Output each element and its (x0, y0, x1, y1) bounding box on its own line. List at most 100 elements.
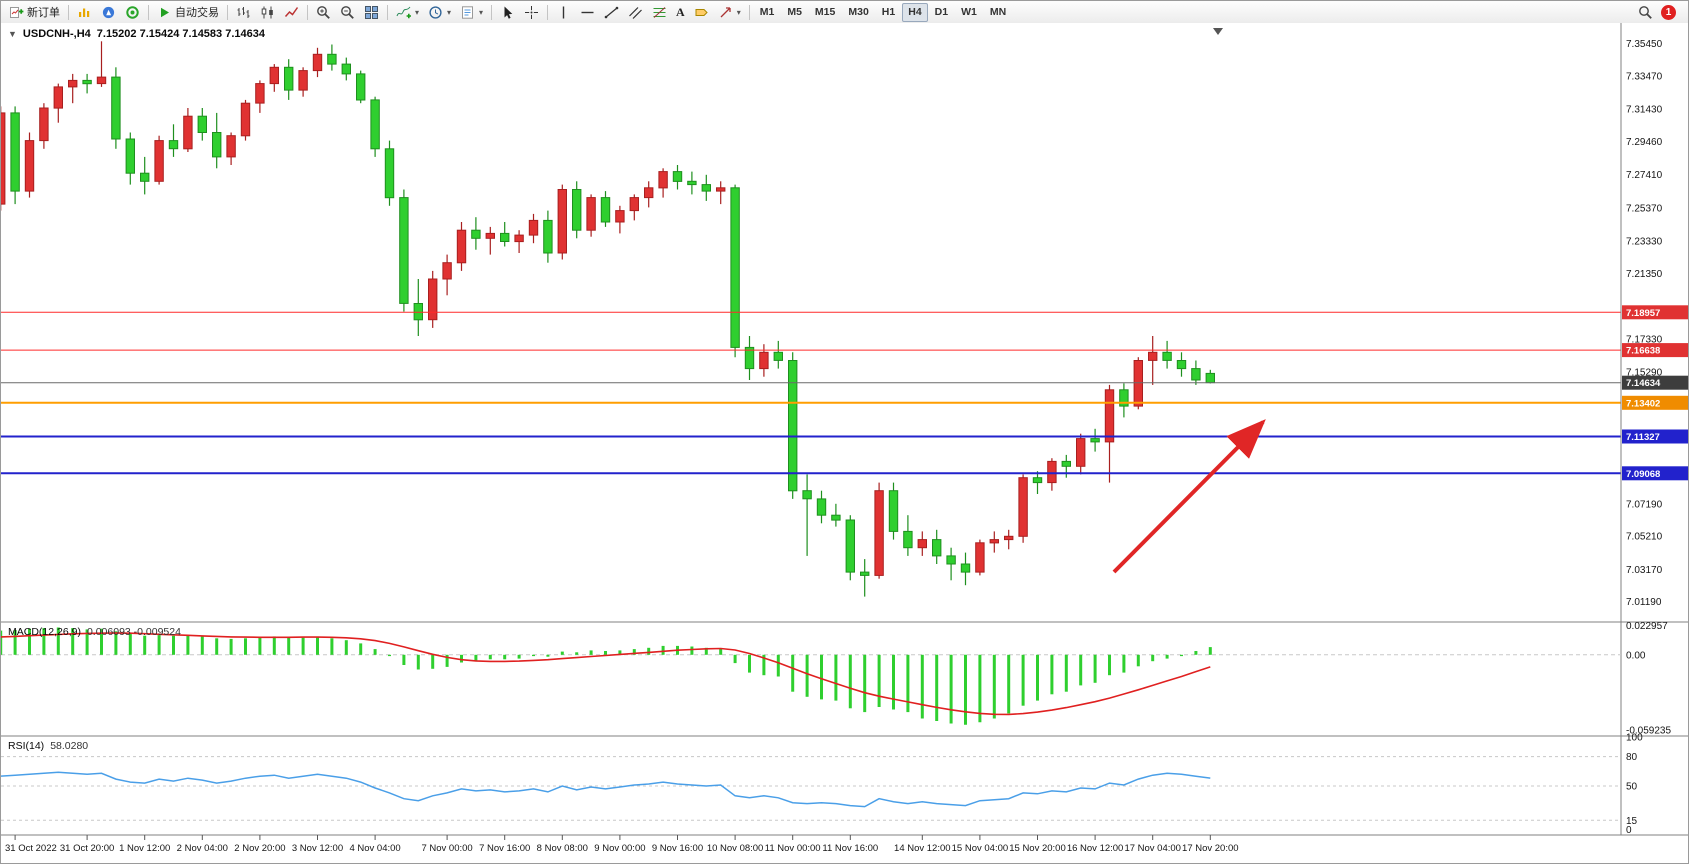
channel-button[interactable] (624, 3, 647, 22)
candle[interactable] (485, 232, 496, 239)
candle[interactable] (1018, 477, 1028, 537)
candle[interactable] (298, 70, 308, 91)
search-icon[interactable] (1638, 5, 1653, 20)
chart-background[interactable] (1, 23, 1689, 864)
candle[interactable] (1162, 351, 1172, 361)
timeframe-m5-button[interactable]: M5 (781, 3, 808, 22)
candle[interactable] (471, 229, 481, 239)
cursor-button[interactable] (496, 3, 519, 22)
candle[interactable] (816, 498, 827, 516)
candle[interactable] (183, 115, 193, 150)
candle[interactable] (572, 189, 582, 231)
candle[interactable] (384, 148, 395, 199)
candle[interactable] (960, 563, 971, 573)
candle[interactable] (1032, 477, 1043, 484)
candle[interactable] (442, 262, 452, 280)
tile-windows-button[interactable] (360, 3, 383, 22)
candle[interactable] (197, 115, 208, 133)
candle[interactable] (1004, 535, 1014, 541)
candle[interactable] (903, 530, 913, 549)
candle[interactable] (644, 187, 654, 199)
timeframe-d1-button[interactable]: D1 (929, 3, 954, 22)
candle[interactable] (1104, 389, 1115, 443)
timeframe-m15-button[interactable]: M15 (809, 3, 841, 22)
arrow-tools-button[interactable]: ▾ (714, 3, 745, 22)
candle[interactable] (543, 219, 553, 254)
candlestick-chart-button[interactable] (256, 3, 279, 22)
candle[interactable] (1061, 460, 1071, 467)
notification-badge[interactable]: 1 (1661, 4, 1676, 20)
candle[interactable] (500, 232, 510, 242)
price-chart-canvas[interactable]: 7.35450 7.33470 7.31430 7.29460 7.27410 7.253… (1, 23, 1689, 864)
candle[interactable] (312, 53, 323, 72)
candle[interactable] (586, 197, 596, 231)
candle[interactable] (370, 99, 380, 150)
candle[interactable] (701, 184, 711, 192)
candle[interactable] (226, 135, 236, 158)
candle[interactable] (125, 138, 135, 174)
candle[interactable] (730, 187, 740, 348)
timeframe-m1-button[interactable]: M1 (754, 3, 781, 22)
horizontal-line-button[interactable] (576, 3, 599, 22)
candle[interactable] (10, 112, 20, 192)
auto-trading-button[interactable]: 自动交易 (153, 3, 223, 22)
candle[interactable] (1047, 460, 1057, 484)
new-order-button[interactable]: 新订单 (5, 3, 64, 22)
line-chart-button[interactable] (280, 3, 303, 22)
candle[interactable] (269, 66, 280, 85)
candle[interactable] (759, 351, 769, 370)
timeframe-m30-button[interactable]: M30 (842, 3, 874, 22)
trendline-button[interactable] (600, 3, 623, 22)
candle[interactable] (96, 76, 107, 85)
text-tool-button[interactable]: A (672, 3, 689, 22)
candle[interactable] (514, 234, 524, 243)
candle[interactable] (456, 229, 467, 264)
candle[interactable] (860, 571, 870, 576)
candle[interactable] (845, 519, 855, 573)
timeframe-w1-button[interactable]: W1 (955, 3, 983, 22)
candle[interactable] (773, 351, 783, 361)
candle[interactable] (1176, 360, 1187, 370)
candle[interactable] (1090, 438, 1100, 443)
navigator-button[interactable] (97, 3, 120, 22)
crosshair-button[interactable] (520, 3, 543, 22)
candle[interactable] (68, 79, 78, 88)
candle[interactable] (53, 86, 63, 109)
candle[interactable] (39, 107, 49, 142)
candle[interactable] (154, 140, 164, 182)
candle[interactable] (687, 180, 697, 186)
candle[interactable] (284, 66, 294, 91)
candle[interactable] (240, 102, 251, 137)
candle[interactable] (802, 490, 812, 500)
templates-button[interactable]: ▾ (456, 3, 487, 22)
terminal-button[interactable] (121, 3, 144, 22)
candle[interactable] (557, 189, 567, 254)
candle[interactable] (255, 83, 265, 104)
timeframe-h1-button[interactable]: H1 (876, 3, 901, 22)
market-watch-button[interactable] (73, 3, 96, 22)
zoom-out-button[interactable] (336, 3, 359, 22)
periods-button[interactable]: ▾ (424, 3, 455, 22)
candle[interactable] (1119, 389, 1129, 407)
candle[interactable] (946, 555, 956, 565)
candle[interactable] (658, 171, 668, 189)
candle[interactable] (615, 210, 625, 223)
candle[interactable] (212, 132, 222, 158)
candle[interactable] (888, 490, 899, 532)
candle[interactable] (932, 539, 942, 557)
candle[interactable] (111, 76, 121, 140)
candle[interactable] (629, 197, 639, 212)
candle[interactable] (413, 303, 424, 321)
indicators-button[interactable]: ▾ (392, 3, 423, 22)
candle[interactable] (874, 490, 884, 576)
candle[interactable] (831, 514, 841, 521)
candle[interactable] (989, 539, 999, 544)
candle[interactable] (327, 53, 337, 65)
candle[interactable] (975, 542, 985, 573)
zoom-in-button[interactable] (312, 3, 335, 22)
candle[interactable] (1148, 351, 1158, 361)
candle[interactable] (600, 197, 611, 223)
candle[interactable] (917, 539, 927, 549)
fibonacci-button[interactable] (648, 3, 671, 22)
candle[interactable] (341, 63, 352, 75)
